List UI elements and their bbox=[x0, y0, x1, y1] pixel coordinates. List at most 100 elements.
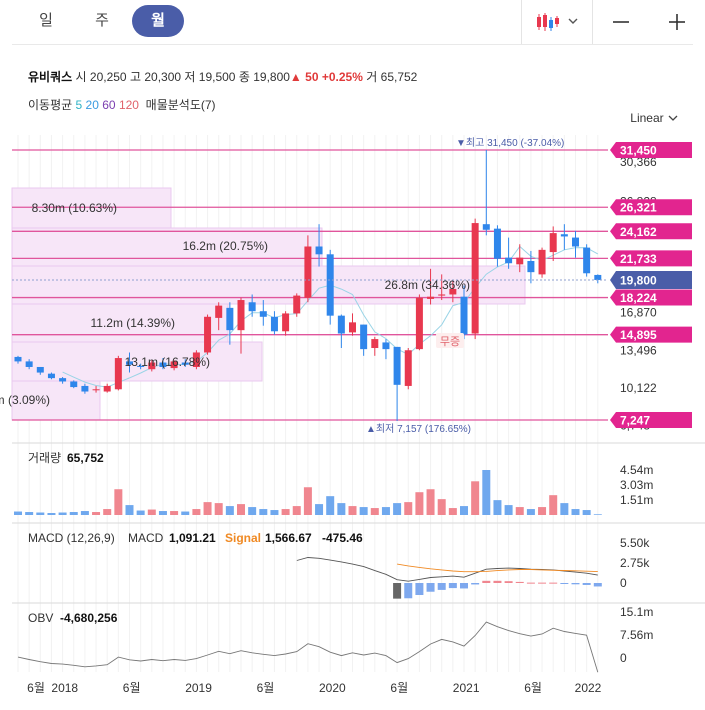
sales-analysis-label[interactable]: 매물분석도(7) bbox=[145, 98, 216, 112]
free-issue-badge bbox=[436, 333, 464, 348]
sales-analysis-box bbox=[11, 227, 323, 267]
low-label: 저 bbox=[184, 70, 196, 84]
candle-body bbox=[259, 311, 267, 317]
volume-bar bbox=[593, 514, 602, 515]
level-price-label: 31,450 bbox=[620, 144, 657, 158]
candle-body bbox=[159, 362, 167, 367]
candle-body bbox=[304, 246, 312, 298]
volume-bar bbox=[560, 503, 569, 515]
level-price-tag bbox=[610, 142, 692, 158]
volume-bar bbox=[326, 496, 335, 515]
macd-histogram-bar bbox=[504, 581, 513, 583]
chevron-down-icon bbox=[668, 115, 678, 121]
plus-icon bbox=[669, 14, 685, 30]
macd-histogram-bar bbox=[571, 583, 580, 585]
close-label: 종 bbox=[238, 70, 250, 84]
candle-body bbox=[493, 228, 501, 259]
obv-tick-label: 15.1m bbox=[620, 605, 653, 619]
volume-bar bbox=[158, 511, 167, 515]
minus-icon bbox=[613, 21, 629, 23]
change-arrow: ▲ bbox=[289, 70, 302, 84]
candle-body bbox=[505, 257, 513, 264]
volume-bar bbox=[136, 510, 145, 515]
zoom-in-button[interactable] bbox=[649, 0, 705, 44]
x-axis-label: 6월 bbox=[27, 681, 45, 695]
scale-select[interactable]: Linear bbox=[630, 111, 679, 125]
candle-body bbox=[248, 302, 256, 312]
volume-bar bbox=[571, 509, 580, 515]
candle-body bbox=[81, 385, 89, 392]
macd-histogram-bar bbox=[515, 581, 524, 583]
volume-bar bbox=[582, 510, 591, 515]
ma-period-60: 60 bbox=[102, 98, 116, 112]
level-price-label: 21,733 bbox=[620, 252, 657, 266]
indicator-legend: 이동평균 5 20 60 120 매물분석도(7) bbox=[28, 96, 216, 113]
candle-body bbox=[126, 361, 133, 365]
high-value: 20,300 bbox=[144, 70, 182, 84]
volume-bar bbox=[337, 503, 346, 515]
low-annotation: ▲최저 7,157 (176.65%) bbox=[366, 423, 471, 435]
macd-histogram-bar bbox=[426, 583, 435, 592]
volume-panel-value: 65,752 bbox=[67, 451, 104, 465]
level-price-label: 24,162 bbox=[620, 225, 657, 239]
macd-histogram-bar bbox=[437, 583, 446, 590]
x-axis-label: 2019 bbox=[185, 681, 212, 695]
volume-bar bbox=[348, 506, 357, 515]
close-value: 19,800 bbox=[253, 70, 290, 84]
x-axis-label: 2018 bbox=[51, 681, 78, 695]
candle-body bbox=[237, 300, 245, 331]
candle-body bbox=[427, 296, 435, 299]
price-tick-label: 30,366 bbox=[620, 155, 657, 169]
toolbar-bottom-border bbox=[12, 44, 693, 45]
x-axis-label: 2022 bbox=[575, 681, 602, 695]
candle-body bbox=[170, 361, 178, 369]
x-axis-label: 6월 bbox=[524, 681, 542, 695]
volume-bar bbox=[237, 504, 245, 515]
macd-histogram-bar bbox=[482, 580, 491, 583]
macd-histogram-bar bbox=[538, 582, 547, 584]
candle-body bbox=[404, 350, 412, 386]
volume-bar bbox=[404, 502, 413, 515]
volume-bar bbox=[47, 513, 56, 515]
x-axis-label: 6월 bbox=[390, 681, 408, 695]
tab-daily[interactable]: 일 bbox=[39, 12, 53, 29]
level-price-label: 18,224 bbox=[620, 291, 657, 305]
candle-body bbox=[371, 339, 379, 349]
tab-monthly[interactable]: 월 bbox=[132, 5, 184, 37]
macd-histogram-bar bbox=[404, 583, 413, 599]
scale-label: Linear bbox=[630, 111, 664, 125]
volume-bar bbox=[259, 509, 268, 515]
zoom-out-button[interactable] bbox=[593, 0, 649, 44]
candle-body bbox=[349, 322, 356, 333]
volume-bar bbox=[493, 500, 502, 515]
candle-body bbox=[70, 381, 78, 388]
volume-bar bbox=[303, 487, 312, 515]
volume-bar bbox=[393, 503, 402, 515]
chart-type-button[interactable] bbox=[522, 0, 592, 44]
candle-body bbox=[92, 389, 100, 391]
candle-body bbox=[438, 294, 446, 296]
level-price-tag bbox=[610, 199, 692, 216]
sales-analysis-label: 13.1m (16.78%) bbox=[125, 355, 210, 369]
candle-body bbox=[103, 385, 111, 392]
sales-analysis-label: 11.2m (14.39%) bbox=[91, 316, 176, 330]
sales-analysis-box bbox=[11, 187, 172, 229]
price-tick-label: 16,870 bbox=[620, 306, 657, 320]
volume-bar bbox=[103, 509, 112, 515]
sales-analysis-label: 16.2m (20.75%) bbox=[183, 239, 268, 253]
price-tick-label: 10,122 bbox=[620, 381, 657, 395]
tab-weekly[interactable]: 주 bbox=[95, 12, 109, 29]
macd-histogram-bar bbox=[526, 582, 535, 584]
moving-average-label[interactable]: 이동평균 bbox=[28, 98, 73, 112]
low-value: 19,500 bbox=[198, 70, 236, 84]
open-value: 20,250 bbox=[89, 70, 127, 84]
candle-body bbox=[204, 316, 212, 353]
candle-body bbox=[181, 362, 189, 365]
obv-panel-label: OBV bbox=[28, 611, 53, 625]
volume-tick-label: 4.54m bbox=[620, 463, 653, 477]
signal-label: Signal bbox=[225, 531, 261, 545]
stock-name: 유비쿼스 bbox=[28, 70, 73, 84]
volume-bar bbox=[549, 495, 558, 515]
candle-body bbox=[516, 257, 524, 265]
